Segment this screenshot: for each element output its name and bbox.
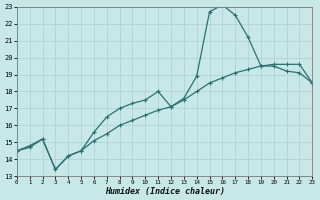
X-axis label: Humidex (Indice chaleur): Humidex (Indice chaleur) bbox=[105, 187, 225, 196]
